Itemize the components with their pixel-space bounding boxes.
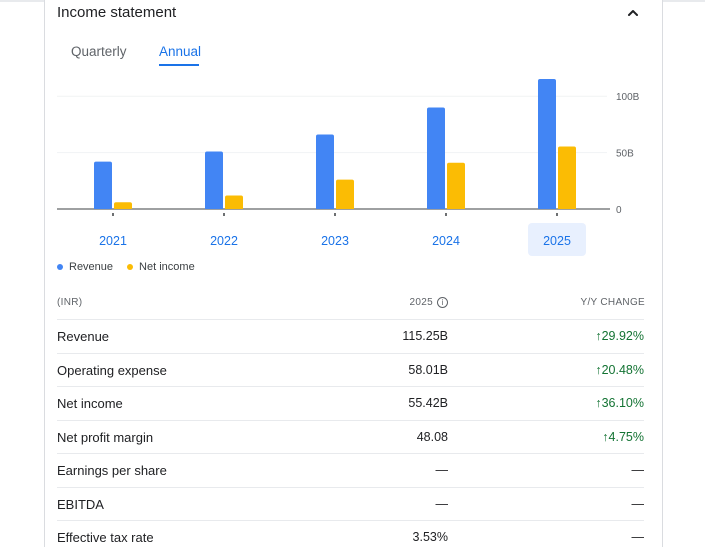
selected-year-highlight <box>528 223 586 256</box>
table-row: Net profit margin 48.08 ↑4.75% <box>57 419 644 454</box>
table-row: Net income 55.42B ↑36.10% <box>57 386 644 420</box>
net-income-dot-icon <box>127 264 134 270</box>
row-label: Effective tax rate <box>57 530 154 545</box>
card-title: Income statement <box>57 4 177 21</box>
row-label: Operating expense <box>57 362 167 378</box>
row-value: 115.25B <box>402 329 448 343</box>
table-row: Earnings per share — — <box>57 453 644 487</box>
row-change: — <box>632 530 645 544</box>
row-change-value: 20.48% <box>601 362 644 377</box>
row-change: — <box>632 497 645 511</box>
y-tick-label: 100B <box>616 92 640 103</box>
row-label: EBITDA <box>57 496 104 512</box>
y-tick-label: 0 <box>616 205 622 216</box>
row-change-value: 36.10% <box>601 396 644 410</box>
year-label[interactable]: 2022 <box>210 234 238 248</box>
table-header-year-label: 2025 <box>409 297 433 309</box>
year-label[interactable]: 2025 <box>543 234 571 248</box>
row-change-value: — <box>631 463 645 477</box>
row-label: Net income <box>57 396 123 411</box>
table-row: Operating expense 58.01B ↑20.48% <box>57 352 644 387</box>
table-header-change: Y/Y CHANGE <box>580 297 645 308</box>
row-change-value: 4.75% <box>608 429 644 444</box>
row-change: ↑29.92% <box>595 329 644 343</box>
y-tick-label: 50B <box>616 149 634 160</box>
revenue-bar[interactable] <box>316 134 334 209</box>
table-header-year: 2025 i <box>405 297 448 308</box>
legend-net-income-label: Net income <box>139 261 195 273</box>
arrow-up-icon: ↑ <box>595 396 602 410</box>
info-icon[interactable]: i <box>437 297 448 308</box>
chart-legend: Revenue Net income <box>57 261 209 273</box>
arrow-up-icon: ↑ <box>602 429 609 444</box>
legend-net-income: Net income <box>127 261 195 273</box>
legend-revenue: Revenue <box>57 261 113 273</box>
row-value: — <box>435 496 449 511</box>
row-label: Earnings per share <box>57 463 167 478</box>
arrow-up-icon: ↑ <box>595 329 602 343</box>
row-change-value: 29.92% <box>601 329 644 343</box>
table-row: EBITDA — — <box>57 486 645 521</box>
net-income-bar[interactable] <box>114 202 132 209</box>
arrow-up-icon: ↑ <box>595 362 602 377</box>
net-income-bar[interactable] <box>447 162 465 209</box>
income-statement-card: Income statement Quarterly Annual 0 50B 10… <box>44 0 663 547</box>
row-value: — <box>435 463 449 477</box>
tab-annual[interactable]: Annual <box>159 44 202 59</box>
row-label: Net profit margin <box>57 429 154 445</box>
net-income-bar[interactable] <box>558 146 576 209</box>
table-header-currency: (INR) <box>57 297 83 308</box>
year-label[interactable]: 2021 <box>99 234 127 248</box>
row-change: — <box>632 463 645 477</box>
row-change: ↑36.10% <box>595 396 644 410</box>
row-change: ↑20.48% <box>595 363 644 377</box>
row-value: 3.53% <box>412 530 448 544</box>
table-row: Revenue 115.25B ↑29.92% <box>57 319 644 353</box>
legend-revenue-label: Revenue <box>69 261 114 273</box>
table-row: Effective tax rate 3.53% — <box>57 520 644 554</box>
row-value: 48.08 <box>416 429 448 444</box>
revenue-dot-icon <box>57 264 63 270</box>
row-value: 58.01B <box>408 362 448 377</box>
active-tab-indicator <box>159 64 199 66</box>
row-change-value: — <box>631 530 645 544</box>
income-bar-chart: 0 50B 100B <box>57 79 640 216</box>
net-income-bar[interactable] <box>225 195 243 209</box>
revenue-bar[interactable] <box>205 151 223 209</box>
tab-quarterly[interactable]: Quarterly <box>71 44 127 59</box>
revenue-bar[interactable] <box>538 79 556 209</box>
row-label: Revenue <box>57 329 110 344</box>
year-label[interactable]: 2023 <box>321 234 349 248</box>
row-change-value: — <box>631 496 645 511</box>
row-value: 55.42B <box>408 396 448 410</box>
chevron-up-icon <box>628 10 638 16</box>
revenue-bar[interactable] <box>427 107 445 209</box>
row-change: ↑4.75% <box>602 430 644 444</box>
revenue-bar[interactable] <box>94 161 112 209</box>
year-label[interactable]: 2024 <box>432 234 460 248</box>
collapse-button[interactable] <box>622 2 644 24</box>
net-income-bar[interactable] <box>336 179 354 209</box>
